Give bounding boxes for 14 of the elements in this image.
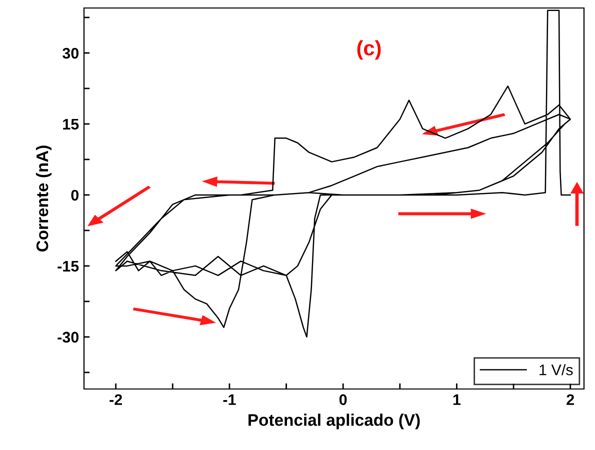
y-tick-label: 15 [63,118,79,130]
y-tick-label: -30 [58,332,79,343]
annotation: (c) [357,40,381,60]
y-tick-label: 30 [62,48,79,59]
y-axis-title: Corrente (nA) [36,146,52,252]
x-tick-label: 0 [339,394,347,406]
x-tick-label: 1 [453,394,461,405]
x-tick-label: 2 [566,394,574,405]
x-tick-label: -2 [110,394,122,405]
legend-label: 1 V/s [540,364,573,376]
x-tick-label: -1 [223,394,236,405]
y-tick-label: -15 [58,260,79,272]
y-tick-label: 0 [71,190,79,201]
x-axis-title: Potencial aplicado (V) [248,414,420,430]
